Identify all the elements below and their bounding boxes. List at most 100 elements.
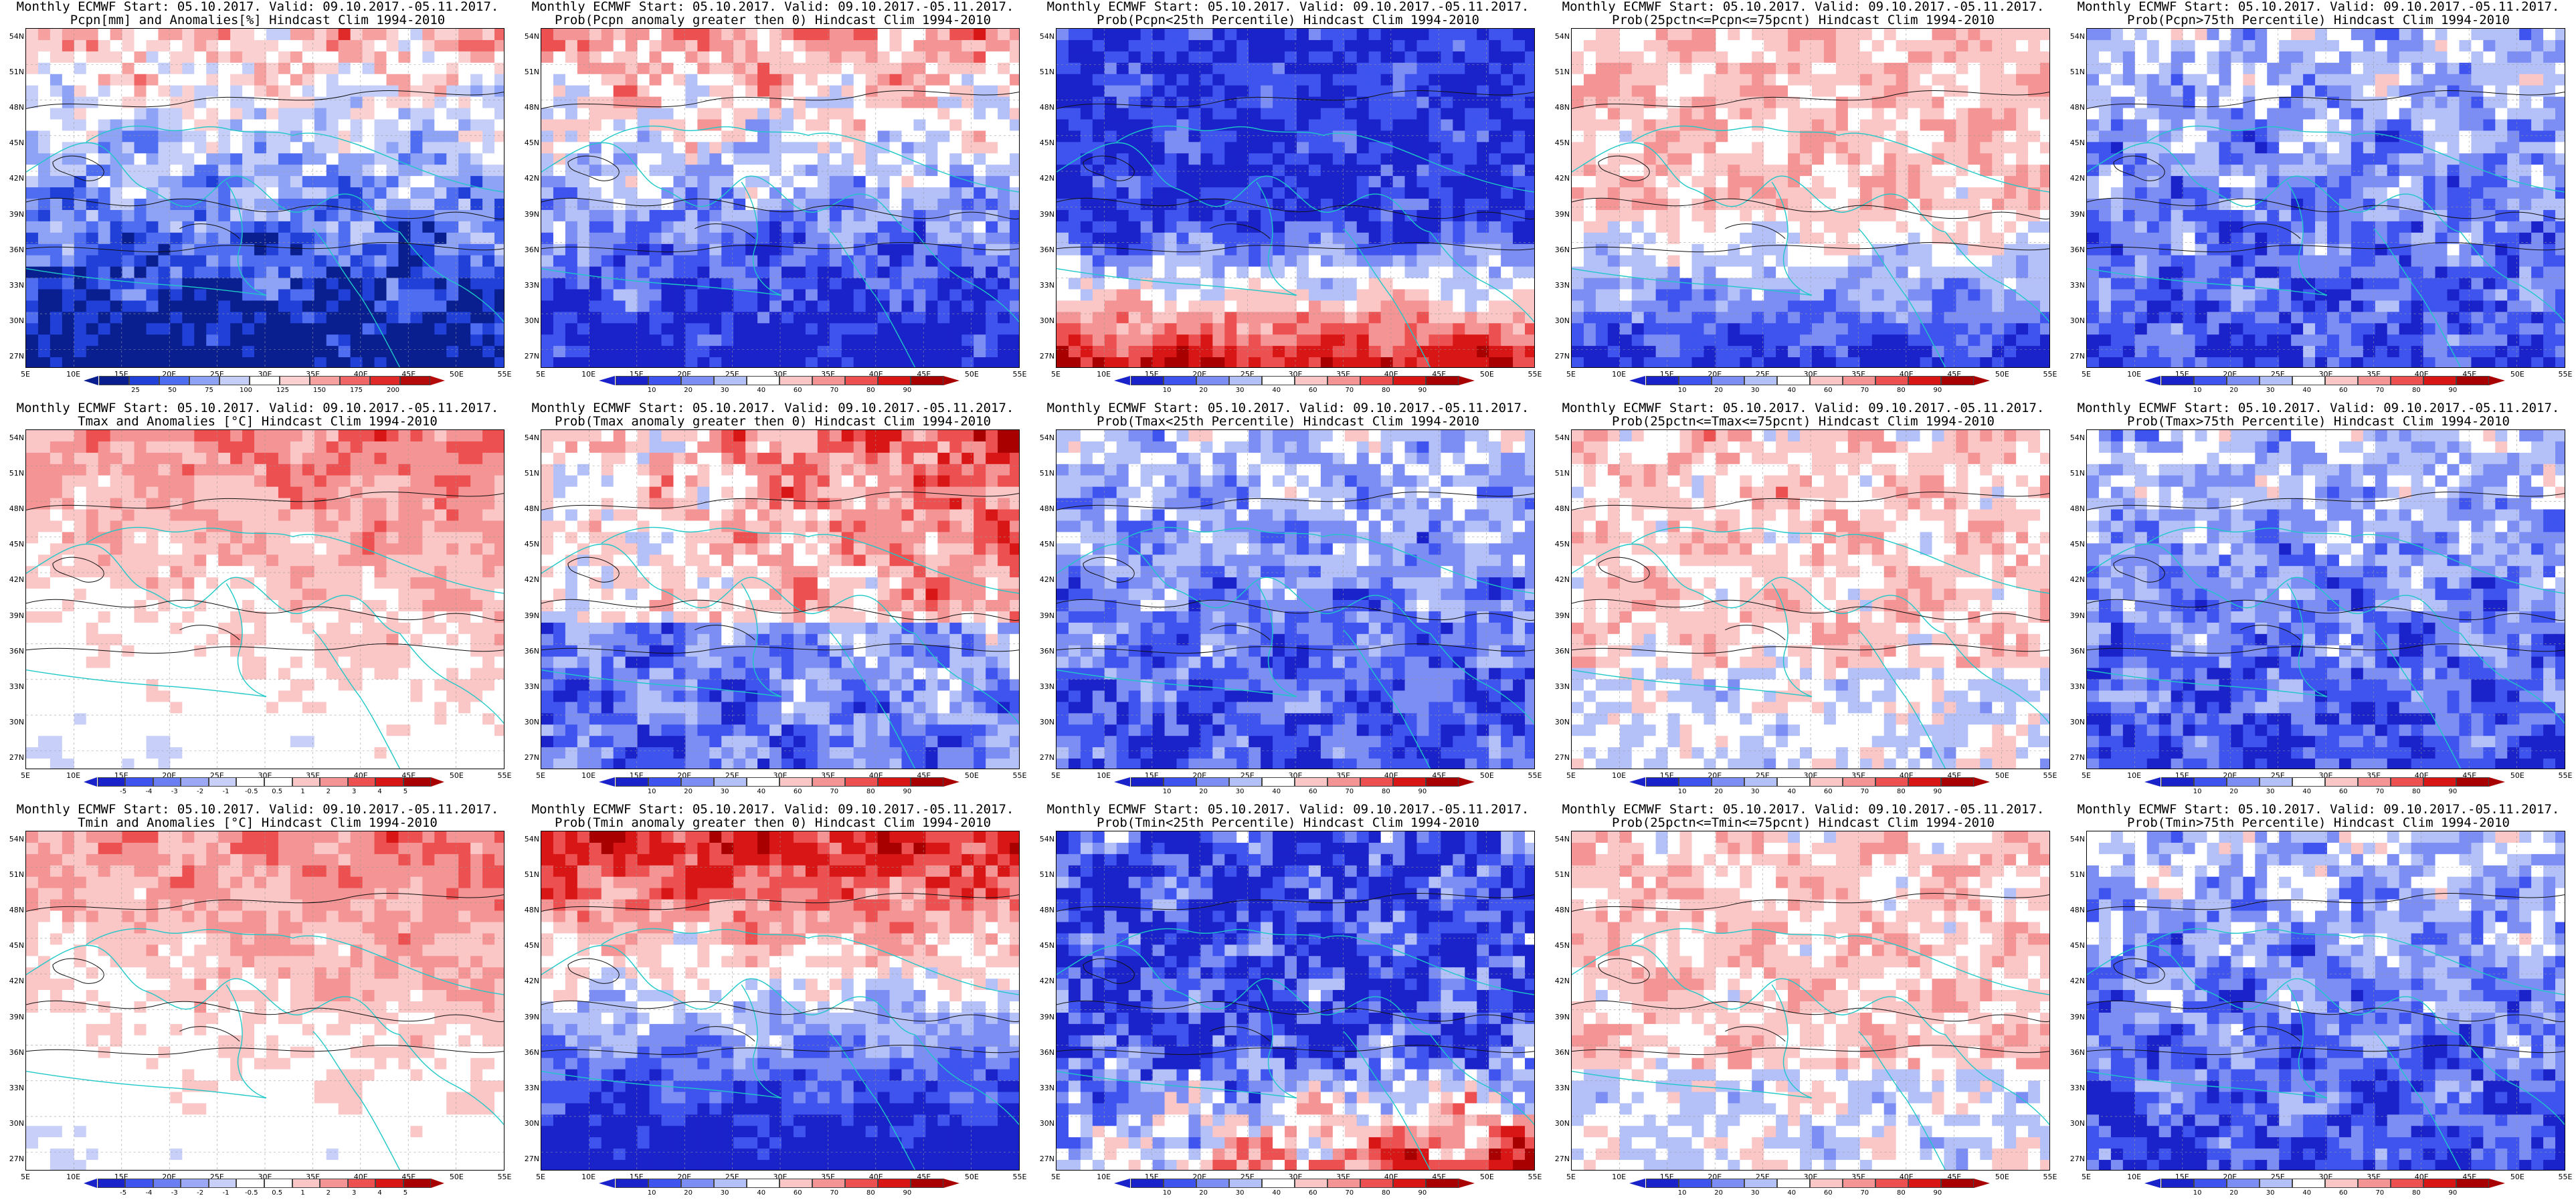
field-cell <box>1308 289 1321 302</box>
latitude-label: 27N <box>9 352 24 361</box>
field-cell <box>553 62 566 75</box>
field-cell <box>661 323 674 336</box>
field-cell <box>1691 130 1705 143</box>
field-cell <box>1368 221 1382 233</box>
field-cell <box>577 96 590 109</box>
field-cell <box>769 289 782 302</box>
field-cell <box>50 357 63 367</box>
field-cell <box>1871 198 1885 211</box>
field-cell <box>1332 289 1346 302</box>
field-cell <box>1823 209 1837 222</box>
field-cell <box>1308 334 1321 347</box>
field-cell <box>194 165 207 177</box>
field-cell <box>961 334 975 347</box>
field-cell <box>1128 96 1141 109</box>
colorbar-segment <box>1163 376 1196 385</box>
field-cell <box>601 187 614 199</box>
field-cell <box>673 153 686 166</box>
field-cell <box>122 209 135 222</box>
field-cell <box>1010 51 1019 64</box>
field-cell <box>398 142 411 155</box>
field-cell <box>1392 221 1406 233</box>
field-cell <box>1992 221 2005 233</box>
field-cell <box>1152 108 1166 120</box>
field-cell <box>925 232 939 245</box>
field-cell <box>974 198 987 211</box>
field-cell <box>1788 119 1801 132</box>
field-cell <box>242 108 256 120</box>
field-cell <box>110 357 123 367</box>
field-cell <box>1224 119 1238 132</box>
field-cell <box>601 96 614 109</box>
field-cell <box>1296 278 1309 290</box>
field-cell <box>170 62 183 75</box>
field-cell <box>1752 232 1765 245</box>
field-cell <box>781 323 794 336</box>
field-cell <box>1368 266 1382 279</box>
field-cell <box>697 176 711 189</box>
field-cell <box>1152 243 1166 256</box>
field-cell <box>661 74 674 86</box>
field-cell <box>230 187 244 199</box>
field-cell <box>661 243 674 256</box>
field-cell <box>1883 232 1897 245</box>
field-cell <box>26 74 39 86</box>
field-cell <box>1667 85 1681 98</box>
field-cell <box>1152 198 1166 211</box>
field-cell <box>1968 176 1981 189</box>
colorbar-tick-label: 50 <box>168 387 177 394</box>
colorbar-segment <box>189 376 219 385</box>
field-cell <box>1320 334 1333 347</box>
field-cell <box>757 289 771 302</box>
field-cell <box>1956 323 1969 336</box>
field-cell <box>314 266 327 279</box>
field-cell <box>1716 62 1729 75</box>
field-cell <box>98 29 111 41</box>
field-cell <box>1883 51 1897 64</box>
field-cell <box>314 153 327 166</box>
field-cell <box>26 108 39 120</box>
field-cell <box>386 119 399 132</box>
coastline-border <box>1343 228 1431 367</box>
field-cell <box>98 255 111 268</box>
field-cell <box>1489 108 1502 120</box>
field-cell <box>158 312 171 324</box>
field-cell <box>422 153 436 166</box>
field-cell <box>1679 323 1693 336</box>
field-cell <box>721 29 735 41</box>
field-cell <box>1188 243 1202 256</box>
field-cell <box>781 96 794 109</box>
panel-title-line1: Monthly ECMWF Start: 05.10.2017. Valid: … <box>531 0 1014 14</box>
field-cell <box>1332 232 1346 245</box>
field-cell <box>553 142 566 155</box>
field-cell <box>50 334 63 347</box>
colorbar-segment <box>878 376 911 385</box>
field-cell <box>877 39 891 52</box>
field-cell <box>1920 198 1933 211</box>
field-cell <box>949 243 963 256</box>
field-cell <box>637 39 650 52</box>
field-cell <box>1896 300 1909 313</box>
field-cell <box>865 346 879 359</box>
field-cell <box>1104 209 1117 222</box>
colorbar <box>599 376 960 385</box>
field-cell <box>1068 209 1081 222</box>
field-cell <box>326 357 339 367</box>
field-cell <box>1188 62 1202 75</box>
field-cell <box>805 334 818 347</box>
field-cell <box>254 39 267 52</box>
field-cell <box>661 334 674 347</box>
field-cell <box>721 323 735 336</box>
field-cell <box>661 221 674 233</box>
field-cell <box>110 278 123 290</box>
field-cell <box>1344 209 1358 222</box>
field-cell <box>2028 334 2041 347</box>
field-cell <box>1572 39 1584 52</box>
field-cell <box>1176 243 1190 256</box>
field-cell <box>134 300 147 313</box>
field-cell <box>913 300 927 313</box>
field-cell <box>1116 346 1129 359</box>
field-cell <box>422 289 436 302</box>
field-cell <box>266 39 279 52</box>
field-cell <box>1572 51 1584 64</box>
